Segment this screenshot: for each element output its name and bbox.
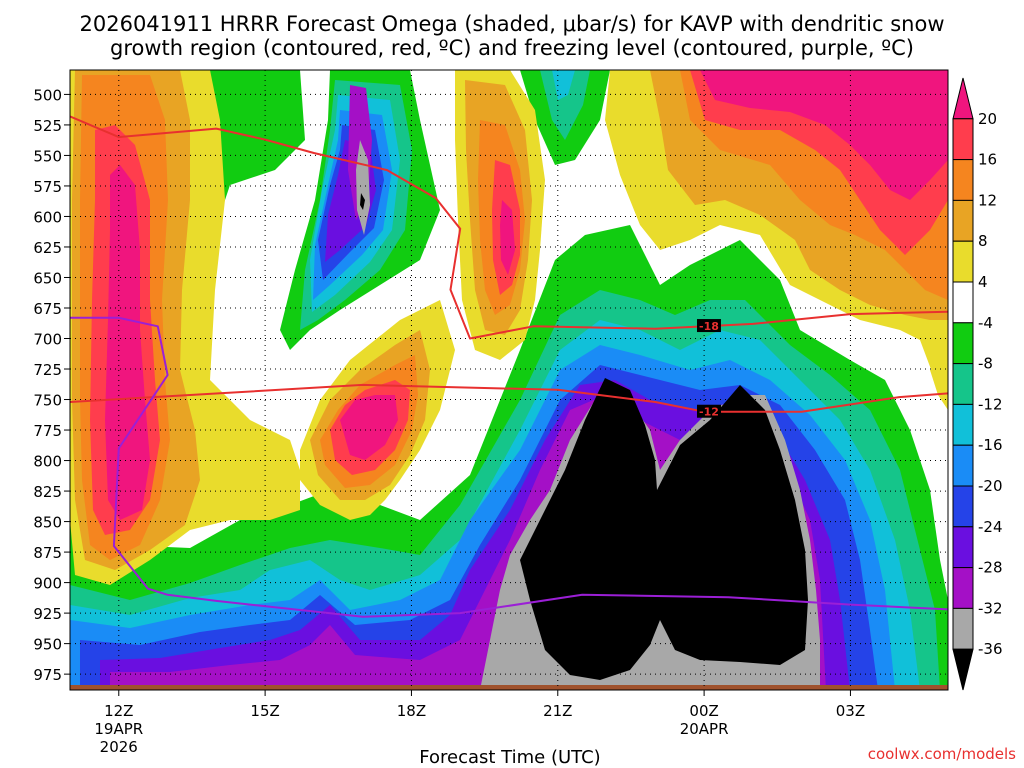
y-tick-label: 575: [33, 178, 62, 196]
x-tick-label: 03Z: [836, 702, 865, 720]
colorbar-label: 20: [978, 110, 997, 128]
colorbar-bin: [952, 403, 974, 446]
colorbar-bin: [952, 526, 974, 569]
x-axis-title: Forecast Time (UTC): [419, 747, 600, 768]
colorbar: 20 16 12 8 4 -4 -8 -12 -16 -20 -24 -28 -32 -36: [952, 77, 1003, 691]
colorbar-label: -12: [978, 395, 1003, 413]
y-tick-label: 650: [33, 269, 62, 287]
colorbar-bin: [952, 240, 974, 283]
y-tick-label: 800: [33, 453, 62, 471]
omega-field-12z-pink: [105, 165, 150, 520]
y-tick-label: 900: [33, 575, 62, 593]
contour-lines: -12 -18: [70, 115, 948, 618]
contour-label-bg: [696, 404, 721, 418]
y-tick-label: 925: [33, 605, 62, 623]
y-tick-label: 750: [33, 392, 62, 410]
contour-label: -18: [699, 320, 719, 333]
colorbar-label: -8: [978, 355, 993, 373]
omega-field-black-core: [520, 378, 808, 680]
colorbar-bin: [952, 607, 974, 650]
colorbar-label: 12: [978, 191, 997, 209]
contour-label-bg: [696, 319, 721, 333]
x-tick-label: 15Z: [250, 702, 279, 720]
omega-field-teal-pocket-core: [552, 70, 575, 100]
colorbar-label: -28: [978, 559, 1003, 577]
y-tick-label: 775: [33, 422, 62, 440]
y-tick-label: 875: [33, 544, 62, 562]
ground-shading: [70, 685, 948, 690]
colorbar-bin: [952, 363, 974, 405]
y-tick-label: 675: [33, 300, 62, 318]
x-gridlines: [118, 70, 851, 690]
x-tick-date: 19APR: [94, 720, 143, 738]
credit-text: coolwx.com/models: [868, 745, 1016, 763]
omega-field-lower-right-yellow: [930, 365, 948, 410]
colorbar-top-triangle: [952, 77, 974, 120]
x-tick-label: 12Z: [104, 702, 133, 720]
omega-shading: [70, 70, 948, 690]
colorbar-label: -20: [978, 477, 1003, 495]
colorbar-bin: [952, 485, 974, 528]
colorbar-label: -32: [978, 599, 1003, 617]
colorbar-label: 8: [978, 232, 988, 250]
y-tick-label: 975: [33, 666, 62, 684]
omega-field-17z-pink: [340, 395, 398, 460]
colorbar-label: 4: [978, 273, 988, 291]
omega-field-upper-right-pink: [700, 70, 948, 200]
y-tick-label: 600: [33, 208, 62, 226]
chart-title-line-2: growth region (contoured, red, ºC) and f…: [110, 36, 914, 60]
colorbar-bin: [952, 567, 974, 609]
colorbar-bin: [952, 199, 974, 242]
colorbar-bin: [952, 159, 974, 201]
contour-label: -12: [699, 406, 719, 419]
colorbar-bin: [952, 322, 974, 365]
y-tick-label: 500: [33, 86, 62, 104]
colorbar-label: 16: [978, 151, 997, 169]
y-tick-label: 700: [33, 331, 62, 349]
dendritic-contour: [70, 383, 948, 413]
y-tick-label: 725: [33, 361, 62, 379]
colorbar-bin: [952, 281, 974, 324]
y-tick-label: 950: [33, 636, 62, 654]
colorbar-bin: [952, 444, 974, 487]
chart-title-line-1: 2026041911 HRRR Forecast Omega (shaded, …: [80, 12, 945, 36]
omega-field-20z-pink: [500, 200, 515, 275]
omega-field-teal-pocket-inner: [540, 70, 590, 140]
freezing-level-contour: [70, 316, 948, 618]
colorbar-bottom-triangle: [952, 648, 974, 691]
omega-field-upper-black: [360, 193, 365, 210]
y-tick-label: 825: [33, 483, 62, 501]
x-tick-label: 21Z: [543, 702, 572, 720]
y-tick-label: 550: [33, 147, 62, 165]
colorbar-bin: [952, 118, 974, 161]
y-tick-label: 525: [33, 117, 62, 135]
colorbar-label: -4: [978, 314, 993, 332]
y-tick-label: 850: [33, 514, 62, 532]
colorbar-label: -16: [978, 436, 1003, 454]
x-tick-label: 00Z: [689, 702, 718, 720]
colorbar-label: -36: [978, 640, 1003, 658]
plot-frame: [69, 69, 949, 691]
x-tick-label: 18Z: [397, 702, 426, 720]
x-tick-year: 2026: [100, 738, 138, 756]
y-axis: 500 525 550 575 600 625 650 675 700 725 750 775 800 8…: [33, 86, 70, 684]
colorbar-label: -24: [978, 518, 1003, 536]
y-tick-label: 625: [33, 239, 62, 257]
omega-field-upper-green-1: [195, 70, 305, 395]
x-tick-date: 20APR: [680, 720, 729, 738]
